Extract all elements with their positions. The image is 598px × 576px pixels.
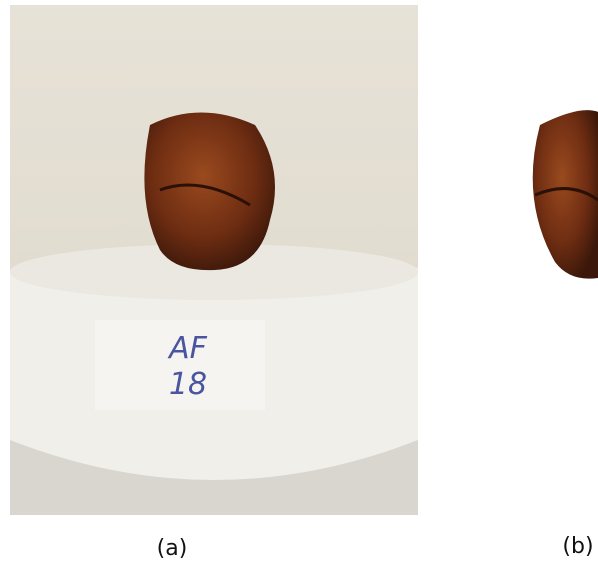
paper-label bbox=[95, 320, 265, 410]
photo-a: AF 18 bbox=[10, 5, 418, 515]
specimen-crease bbox=[534, 187, 598, 202]
foam-edge bbox=[10, 440, 418, 515]
tag-text: AF bbox=[167, 331, 208, 366]
tag-text: 18 bbox=[169, 367, 207, 402]
specimen bbox=[532, 110, 598, 279]
specimen bbox=[144, 112, 275, 271]
foam-top bbox=[10, 244, 418, 300]
photo-b bbox=[532, 110, 598, 279]
caption: (a) bbox=[157, 536, 188, 561]
specimen-crease bbox=[159, 183, 251, 207]
caption: (b) bbox=[562, 534, 593, 559]
